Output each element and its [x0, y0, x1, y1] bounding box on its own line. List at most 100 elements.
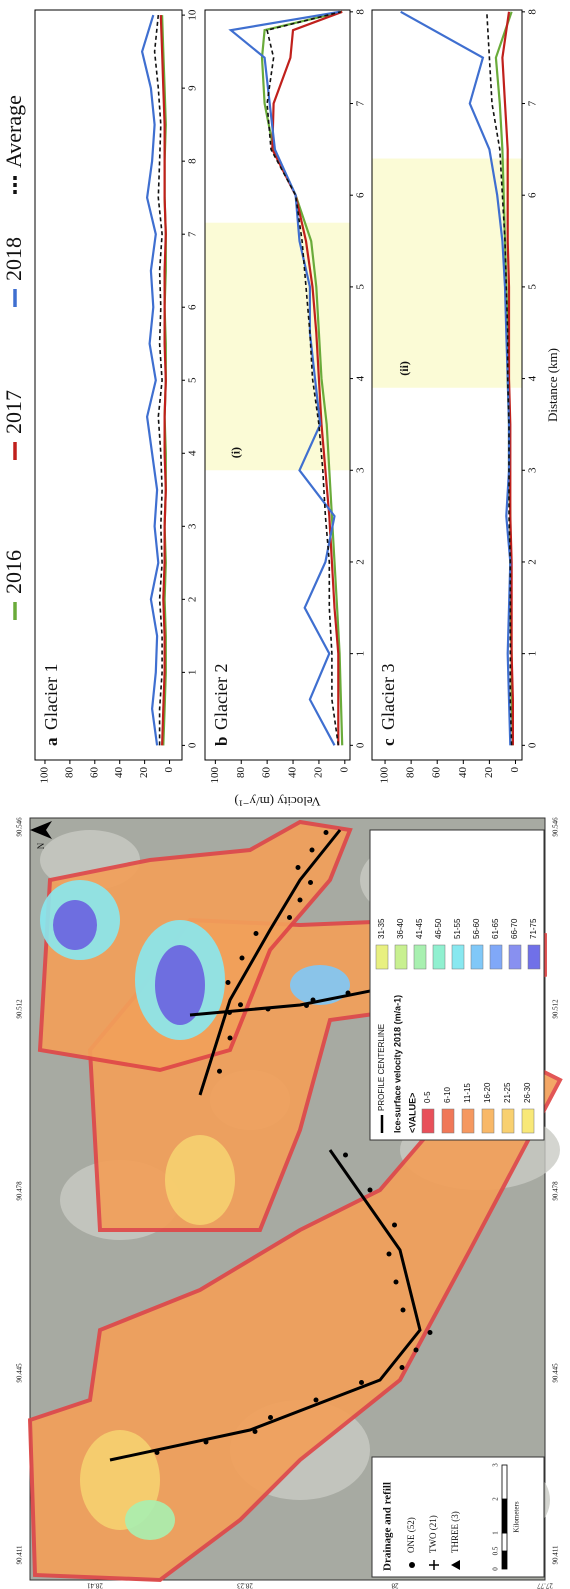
drainage-point	[154, 1450, 160, 1455]
drainage-point	[427, 1330, 433, 1335]
x-axis-label: Distance (km)	[545, 348, 560, 422]
series-line	[140, 14, 160, 746]
x-tick-label: 6	[187, 304, 199, 310]
legend-label: 2017	[1, 390, 26, 434]
scale-bar-label: 3	[492, 1463, 500, 1467]
highlight-label: (i)	[229, 447, 243, 458]
x-tick-label: 2	[527, 559, 539, 565]
series-line	[486, 11, 513, 746]
x-tick-label: 0	[355, 742, 367, 748]
drainage-point	[225, 980, 231, 985]
y-tick-label: 20	[138, 767, 150, 779]
drainage-point	[359, 1380, 364, 1385]
x-tick-label: 3	[355, 467, 367, 473]
velocity-class-label: 71-75	[529, 918, 538, 939]
drainage-point	[392, 1222, 397, 1228]
longitude-label: 90.512	[552, 999, 560, 1019]
x-tick-label: 8	[187, 158, 199, 164]
velocity-class-swatch	[413, 944, 427, 970]
drainage-point	[265, 1006, 271, 1012]
series-line	[266, 11, 342, 746]
x-tick-label: 10	[187, 9, 199, 21]
longitude-label: 90.478	[552, 1181, 560, 1201]
x-tick-label: 8	[355, 9, 367, 15]
x-tick-label: 7	[527, 100, 539, 106]
drainage-point	[252, 1429, 258, 1434]
x-tick-label: 8	[527, 9, 539, 15]
longitude-label: 90.546	[16, 817, 24, 837]
y-tick-label: 40	[287, 767, 299, 779]
north-arrow	[30, 821, 52, 839]
panel-letter: b	[212, 737, 231, 746]
velocity-class-label: 31-35	[377, 918, 386, 939]
x-tick-label: 7	[187, 231, 199, 237]
velocity-class-label: 41-45	[415, 918, 424, 939]
scale-bar-label: 0	[492, 1567, 500, 1571]
x-tick-label: 4	[187, 450, 199, 456]
x-tick-label: 4	[355, 375, 367, 381]
drainage-symbol	[451, 1560, 460, 1570]
x-tick-label: 0	[527, 742, 539, 748]
y-axis-label: Velocity (m/y⁻¹)	[234, 794, 320, 809]
velocity-class-swatch	[394, 944, 408, 970]
scale-bar-segment	[501, 1498, 508, 1534]
velocity-legend-title: Ice-surface velocity 2018 (m/a-1)	[392, 995, 402, 1133]
velocity-class-swatch	[508, 944, 522, 970]
profile-centerline	[198, 829, 342, 1096]
drainage-point	[295, 865, 301, 870]
longitude-label: 90.411	[16, 1545, 24, 1564]
latitude-label: 28.41	[87, 1581, 103, 1589]
velocity-class-label: 11-15	[463, 1083, 472, 1103]
drainage-point	[343, 1152, 348, 1158]
x-tick-label: 2	[187, 597, 199, 603]
y-tick-label: 0	[163, 767, 175, 773]
velocity-patch	[290, 965, 350, 1005]
velocity-legend-value: <VALUE>	[407, 1093, 417, 1133]
velocity-class-swatch	[432, 944, 446, 970]
velocity-class-label: 51-55	[453, 918, 462, 939]
x-tick-label: 5	[527, 284, 539, 290]
x-tick-label: 4	[527, 375, 539, 381]
y-tick-label: 40	[457, 767, 469, 779]
scale-bar-label: 1	[492, 1531, 500, 1535]
x-tick-label: 9	[187, 85, 199, 91]
x-tick-label: 0	[187, 742, 199, 748]
x-tick-label: 5	[187, 377, 199, 383]
velocity-patch	[155, 945, 205, 1025]
x-tick-label: 1	[527, 651, 539, 657]
highlight-label: (ii)	[397, 361, 411, 376]
y-tick-label: 100	[209, 767, 221, 784]
y-tick-label: 80	[405, 767, 417, 779]
longitude-label: 90.411	[552, 1545, 560, 1564]
longitude-label: 90.512	[16, 999, 24, 1019]
y-tick-label: 100	[379, 767, 391, 784]
north-label: N	[36, 842, 46, 849]
velocity-class-label: 66-70	[510, 918, 519, 939]
drainage-point	[239, 955, 245, 961]
x-tick-label: 1	[355, 651, 367, 657]
drainage-point	[287, 915, 292, 920]
velocity-class-swatch	[441, 1108, 455, 1134]
drainage-point	[400, 1307, 406, 1313]
x-tick-label: 7	[355, 100, 367, 106]
drainage-point	[345, 990, 351, 996]
drainage-point	[253, 931, 259, 936]
velocity-class-swatch	[421, 1108, 435, 1134]
panel-title: Glacier 2	[211, 664, 231, 730]
velocity-class-label: 16-20	[483, 1082, 492, 1103]
velocity-class-label: 0-5	[423, 1091, 432, 1103]
drainage-point	[413, 1347, 419, 1353]
drainage-point	[227, 1035, 233, 1041]
velocity-class-swatch	[461, 1108, 475, 1134]
drainage-point	[217, 1068, 222, 1074]
y-tick-label: 60	[88, 767, 100, 779]
velocity-class-swatch	[470, 944, 484, 970]
highlight-region	[205, 222, 350, 471]
drainage-point	[238, 1002, 243, 1008]
legend-label: 2016	[1, 550, 26, 594]
scale-bar-label: 2	[492, 1497, 500, 1501]
series-line	[153, 15, 163, 746]
drainage-point	[227, 1010, 232, 1015]
